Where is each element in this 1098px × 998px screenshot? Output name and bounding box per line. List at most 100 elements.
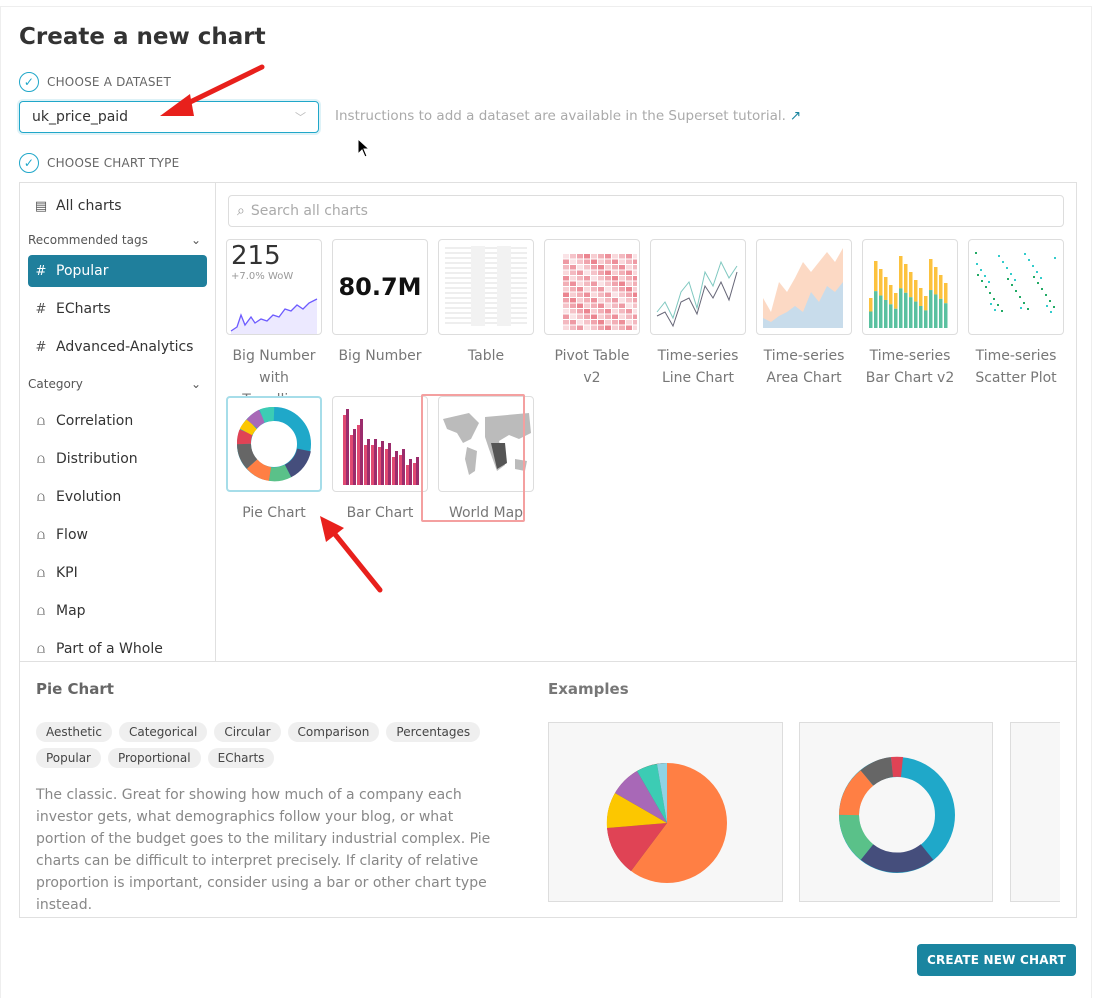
item-label: Part of a Whole: [56, 641, 163, 657]
tag: Circular: [214, 722, 281, 742]
page-title: Create a new chart: [19, 24, 266, 50]
chart-thumbnail: [968, 239, 1064, 335]
chart-label: Big Number: [338, 348, 422, 364]
chart-card-bar-chart[interactable]: Bar Chart: [332, 396, 428, 524]
item-label: Advanced-Analytics: [56, 339, 194, 355]
chart-thumbnail: [862, 239, 958, 335]
thumb-big-number: 215: [231, 241, 281, 271]
tag: ECharts: [207, 748, 275, 768]
details-description: The classic. Great for showing how much …: [36, 787, 491, 913]
grid-icon: ▤: [34, 198, 48, 214]
sidebar-item-map[interactable]: ⩍ Map: [28, 595, 207, 627]
tag: Percentages: [386, 722, 481, 742]
dataset-hint: Instructions to add a dataset are availa…: [335, 108, 801, 124]
recommended-tags-header[interactable]: Recommended tags ⌄: [28, 225, 207, 255]
sidebar-item-flow[interactable]: ⩍ Flow: [28, 519, 207, 551]
category-icon: ⩍: [36, 413, 46, 429]
category-icon: ⩍: [36, 641, 46, 657]
step-choose-dataset: ✓ CHOOSE A DATASET: [19, 72, 171, 92]
sidebar-item-echarts[interactable]: # ECharts: [28, 293, 207, 325]
modal-frame: [0, 6, 1092, 998]
check-icon: ✓: [19, 153, 39, 173]
chart-thumbnail: [226, 396, 322, 492]
chart-card-table[interactable]: Table: [438, 239, 534, 367]
chart-card-big-number[interactable]: 80.7M Big Number: [332, 239, 428, 367]
chevron-down-icon: ⌄: [190, 377, 201, 391]
details-title: Pie Chart: [36, 680, 114, 698]
item-label: Distribution: [56, 451, 138, 467]
chart-card-time-series-line-chart[interactable]: Time-series Line Chart: [650, 239, 746, 389]
hash-icon: #: [35, 339, 47, 355]
chart-label: Bar Chart: [346, 505, 414, 521]
item-label: Flow: [56, 527, 88, 543]
item-label: ECharts: [56, 301, 111, 317]
annotation-highlight-box: [421, 394, 525, 522]
item-label: KPI: [56, 565, 78, 581]
sidebar-item-correlation[interactable]: ⩍ Correlation: [28, 405, 207, 437]
chart-label: Time-series Area Chart: [763, 348, 845, 386]
example-image-3[interactable]: [1010, 722, 1060, 902]
item-label: All charts: [56, 198, 122, 214]
item-label: Popular: [56, 263, 109, 279]
thumb-big-number: 80.7M: [338, 273, 422, 301]
chart-details: Pie Chart Aesthetic Categorical Circular Co…: [20, 661, 1076, 918]
tag: Proportional: [108, 748, 201, 768]
chart-card-time-series-scatter-plot[interactable]: Time-series Scatter Plot: [968, 239, 1064, 389]
category-header[interactable]: Category ⌄: [28, 369, 207, 399]
thumb-subtitle: +7.0% WoW: [231, 271, 294, 282]
sidebar-item-evolution[interactable]: ⩍ Evolution: [28, 481, 207, 513]
chart-label: Pie Chart: [242, 505, 306, 521]
category-icon: ⩍: [36, 527, 46, 543]
chart-thumbnail: [756, 239, 852, 335]
dataset-select[interactable]: uk_price_paid ﹀: [19, 101, 319, 133]
hash-icon: #: [35, 263, 47, 279]
chart-card-time-series-area-chart[interactable]: Time-series Area Chart: [756, 239, 852, 389]
sidebar-item-kpi[interactable]: ⩍ KPI: [28, 557, 207, 589]
check-icon: ✓: [19, 72, 39, 92]
category-icon: ⩍: [36, 489, 46, 505]
chart-label: Pivot Table v2: [554, 348, 630, 386]
tag: Aesthetic: [36, 722, 112, 742]
search-input[interactable]: ⌕ Search all charts: [228, 195, 1064, 227]
sidebar-item-all-charts[interactable]: ▤ All charts: [28, 190, 207, 222]
hint-text: Instructions to add a dataset are availa…: [335, 108, 786, 124]
external-link-icon[interactable]: ↗: [789, 108, 802, 124]
chart-gallery: ⌕ Search all charts 215 +7.0% WoW Big Numbe…: [216, 183, 1076, 661]
chart-thumbnail: [438, 239, 534, 335]
chart-label: Time-series Bar Chart v2: [865, 348, 955, 386]
sidebar-item-advanced-analytics[interactable]: # Advanced-Analytics: [28, 331, 207, 363]
step-label: CHOOSE CHART TYPE: [47, 156, 180, 170]
chart-type-panel: ▤ All charts Recommended tags ⌄ # Popular #…: [19, 182, 1077, 918]
dataset-value: uk_price_paid: [32, 109, 129, 125]
chart-card-pie-chart[interactable]: Pie Chart: [226, 396, 322, 524]
tag: Categorical: [118, 722, 208, 742]
sidebar-item-distribution[interactable]: ⩍ Distribution: [28, 443, 207, 475]
chart-card-world-map[interactable]: World Map: [438, 396, 534, 524]
example-image-1[interactable]: [548, 722, 783, 902]
chart-label: World Map: [448, 505, 524, 521]
chart-thumbnail: [438, 396, 534, 492]
category-icon: ⩍: [36, 603, 46, 619]
search-placeholder: Search all charts: [250, 203, 368, 219]
section-label: Category: [28, 377, 83, 391]
chevron-down-icon: ⌄: [190, 233, 201, 247]
chart-card-time-series-bar-chart-v2[interactable]: Time-series Bar Chart v2: [862, 239, 958, 389]
item-label: Correlation: [56, 413, 134, 429]
category-icon: ⩍: [36, 565, 46, 581]
chart-thumbnail: 215 +7.0% WoW: [226, 239, 322, 335]
category-icon: ⩍: [36, 451, 46, 467]
chart-label: Time-series Line Chart: [657, 348, 739, 386]
sidebar-item-popular[interactable]: # Popular: [28, 255, 207, 287]
tag: Popular: [36, 748, 101, 768]
chart-label: Time-series Scatter Plot: [975, 348, 1057, 386]
tag: Comparison: [287, 722, 380, 742]
mouse-cursor-icon: [357, 138, 371, 158]
search-icon: ⌕: [237, 203, 245, 219]
sidebar: ▤ All charts Recommended tags ⌄ # Popular #…: [20, 183, 216, 661]
create-new-chart-button[interactable]: CREATE NEW CHART: [917, 944, 1076, 976]
sidebar-item-part-of-a-whole[interactable]: ⩍ Part of a Whole: [28, 633, 207, 661]
chart-card-pivot-table-v2[interactable]: Pivot Table v2: [544, 239, 640, 389]
example-image-2[interactable]: [799, 722, 993, 902]
item-label: Map: [56, 603, 86, 619]
